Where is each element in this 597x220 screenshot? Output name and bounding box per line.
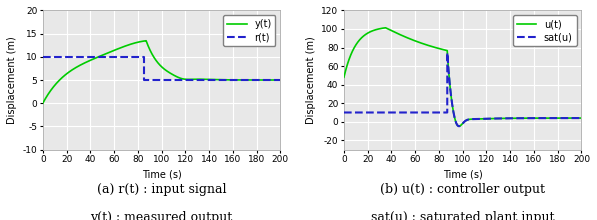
Text: sat(u) : saturated plant input: sat(u) : saturated plant input xyxy=(371,211,555,220)
sat(u) xyxy=(442,111,449,114)
r(t) xyxy=(140,79,147,81)
u(t) xyxy=(571,117,578,119)
Line: y(t): y(t) xyxy=(43,41,281,103)
y(t) xyxy=(141,40,148,42)
u(t) xyxy=(559,117,566,119)
y(t) xyxy=(269,79,276,81)
r(t) xyxy=(39,55,47,58)
u(t) xyxy=(442,49,450,51)
X-axis label: Time (s): Time (s) xyxy=(141,170,181,180)
y(t) xyxy=(152,59,159,61)
Line: sat(u): sat(u) xyxy=(344,53,581,126)
sat(u) xyxy=(571,117,578,119)
u(t) xyxy=(340,76,347,79)
u(t) xyxy=(513,117,520,119)
r(t) xyxy=(277,79,284,81)
r(t) xyxy=(140,55,147,58)
sat(u) xyxy=(340,111,347,114)
Text: (b) u(t) : controller output: (b) u(t) : controller output xyxy=(380,183,545,196)
y(t) xyxy=(212,78,219,81)
sat(u) xyxy=(453,123,460,126)
Y-axis label: Displacement (m): Displacement (m) xyxy=(7,36,17,124)
y(t) xyxy=(139,40,146,43)
u(t) xyxy=(456,125,463,128)
sat(u) xyxy=(444,51,451,54)
sat(u) xyxy=(456,125,463,128)
Line: u(t): u(t) xyxy=(344,28,581,126)
u(t) xyxy=(440,48,447,51)
u(t) xyxy=(453,123,460,126)
y(t) xyxy=(277,79,284,81)
Line: r(t): r(t) xyxy=(43,57,281,80)
u(t) xyxy=(578,117,585,119)
sat(u) xyxy=(440,111,447,114)
sat(u) xyxy=(578,117,585,119)
Text: y(t) : measured output: y(t) : measured output xyxy=(91,211,233,220)
Text: (a) r(t) : input signal: (a) r(t) : input signal xyxy=(97,183,226,196)
u(t) xyxy=(382,26,389,29)
X-axis label: Time (s): Time (s) xyxy=(443,170,482,180)
y(t) xyxy=(258,79,265,81)
Y-axis label: Displacement (m): Displacement (m) xyxy=(306,36,316,124)
y(t) xyxy=(143,39,150,42)
Legend: y(t), r(t): y(t), r(t) xyxy=(223,15,275,46)
sat(u) xyxy=(513,117,520,119)
sat(u) xyxy=(559,117,566,119)
Legend: u(t), sat(u): u(t), sat(u) xyxy=(513,15,577,46)
y(t) xyxy=(39,102,47,104)
